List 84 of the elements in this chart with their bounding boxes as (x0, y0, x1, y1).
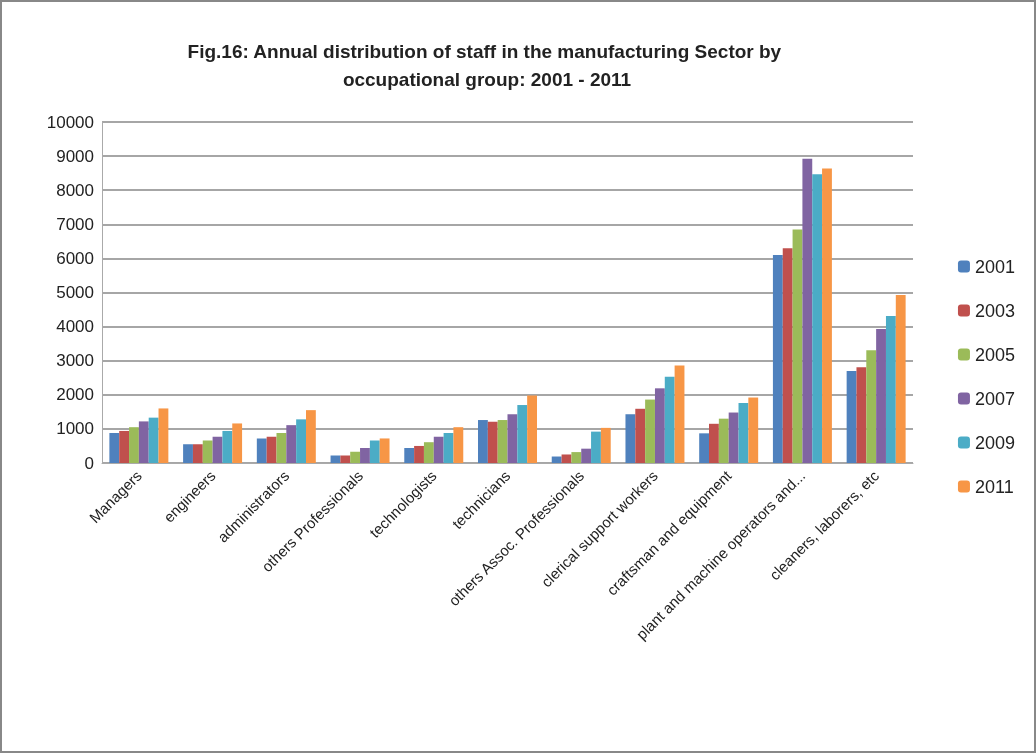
bar (748, 397, 759, 463)
bar (350, 451, 361, 463)
bar (330, 455, 341, 463)
bar (369, 440, 380, 463)
bar (645, 399, 655, 463)
y-tick-label: 6000 (56, 248, 94, 268)
bar (148, 417, 159, 463)
bar (414, 445, 424, 463)
bar (772, 254, 783, 463)
bar (507, 414, 518, 463)
y-tick-label: 4000 (56, 317, 94, 337)
bar (266, 436, 277, 463)
bar (183, 444, 193, 463)
y-tick-label: 7000 (56, 214, 94, 234)
bar (728, 412, 739, 463)
bar (487, 421, 498, 463)
legend-label: 2011 (974, 476, 1014, 497)
chart-title: Fig.16: Annual distribution of staff in the manufacturing Sector by occupational group: 2001 - 2011 (187, 40, 787, 90)
bar (433, 436, 444, 463)
bar (119, 430, 130, 463)
bar (664, 376, 675, 463)
bar (551, 456, 562, 463)
bar (192, 444, 203, 463)
bar (822, 168, 832, 463)
bar (591, 431, 601, 463)
bar (802, 158, 813, 463)
legend-label: 2003 (974, 300, 1015, 321)
bar (600, 427, 611, 463)
y-tick-label: 10000 (46, 112, 94, 132)
y-tick-label: 9000 (56, 146, 94, 166)
bar (581, 448, 592, 463)
bar (256, 438, 267, 463)
bar (527, 395, 537, 463)
legend-label: 2005 (974, 344, 1015, 365)
bar (709, 423, 719, 463)
bar (635, 408, 646, 463)
y-tick-label: 2000 (56, 385, 94, 405)
bar (625, 414, 636, 463)
bar (212, 436, 223, 463)
bar (305, 410, 316, 463)
bar (453, 427, 464, 463)
bar (497, 420, 508, 463)
y-tick-label: 8000 (56, 180, 94, 200)
bar (517, 405, 528, 463)
bar (340, 455, 351, 463)
bar (423, 442, 434, 463)
legend-label: 2007 (974, 388, 1015, 409)
bar (812, 174, 823, 463)
bar (885, 316, 896, 463)
bar (202, 440, 213, 463)
bar (782, 248, 793, 463)
bar (866, 350, 877, 463)
y-tick-label: 3000 (56, 351, 94, 371)
bar (856, 367, 867, 463)
bar (654, 388, 665, 463)
legend-label: 2001 (974, 256, 1015, 277)
bar (109, 432, 120, 463)
y-tick-label: 5000 (56, 283, 94, 302)
bar (138, 421, 149, 463)
bar (276, 432, 287, 463)
bar (561, 454, 572, 463)
bar (222, 430, 233, 463)
bar (129, 427, 139, 463)
bar (232, 423, 243, 463)
bar (792, 229, 803, 463)
bar (699, 433, 710, 463)
bar (379, 438, 390, 463)
bar (296, 419, 306, 463)
bar (895, 294, 906, 463)
bar (404, 448, 415, 463)
y-tick-label: 0 (84, 453, 94, 473)
bar (443, 432, 454, 463)
bar (571, 452, 582, 463)
bar (846, 370, 857, 463)
bar (360, 448, 370, 463)
bar (478, 420, 488, 463)
y-tick-label: 1000 (56, 419, 94, 439)
bar (876, 328, 886, 463)
legend-label: 2009 (974, 432, 1015, 453)
bar (674, 365, 685, 463)
bar (158, 408, 169, 463)
bar (286, 425, 297, 463)
bar (738, 402, 749, 463)
bar (718, 418, 729, 463)
